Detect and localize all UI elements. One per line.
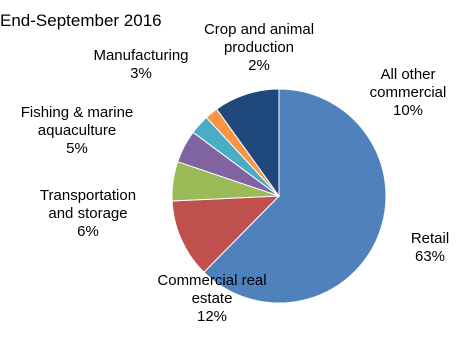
slice-category-label: Crop and animal <box>204 21 314 38</box>
slice-value-label: 6% <box>77 223 99 240</box>
slice-value-label: 10% <box>393 102 423 119</box>
slice-category-label: production <box>224 39 294 56</box>
slice-category-label: aquaculture <box>38 122 116 139</box>
slice-category-label: Commercial real <box>157 272 266 289</box>
slice-value-label: 12% <box>197 308 227 325</box>
chart-title: End-September 2016 <box>0 11 162 30</box>
slice-category-label: All other <box>380 66 435 83</box>
slice-label-4: Fishing & marine aquaculture 5% <box>21 104 134 157</box>
slice-label-1: Retail 63% <box>411 230 449 265</box>
slice-value-label: 63% <box>415 248 445 265</box>
slice-value-label: 2% <box>248 57 270 74</box>
slice-category-label: estate <box>192 290 233 307</box>
slice-category-label: Manufacturing <box>93 47 188 64</box>
slice-value-label: 5% <box>66 140 88 157</box>
slice-label-5: Manufacturing 3% <box>93 47 188 82</box>
slice-category-label: commercial <box>370 84 447 101</box>
slice-label-7: All other commercial 10% <box>370 66 447 119</box>
slice-category-label: Retail <box>411 230 449 247</box>
slice-label-3: Transportation and storage 6% <box>40 187 136 240</box>
slice-category-label: and storage <box>48 205 127 222</box>
slice-label-6: Crop and animal production 2% <box>204 21 314 74</box>
slice-category-label: Fishing & marine <box>21 104 134 121</box>
slice-value-label: 3% <box>130 65 152 82</box>
pie-slices <box>172 89 386 303</box>
slice-category-label: Transportation <box>40 187 136 204</box>
